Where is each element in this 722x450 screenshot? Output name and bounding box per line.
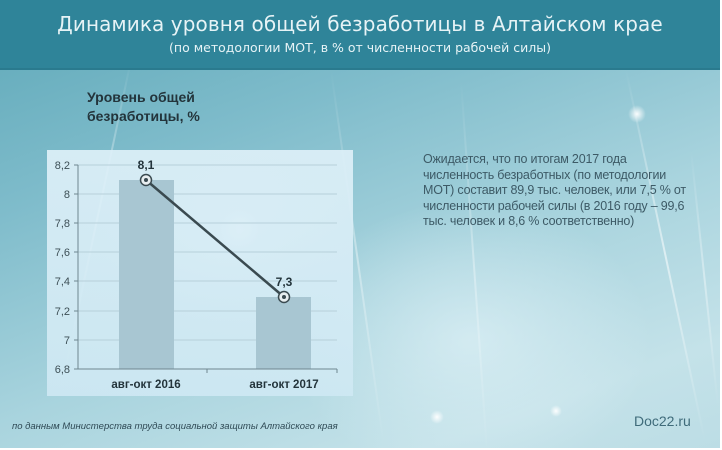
page-edge (720, 0, 722, 450)
trend-line (145, 179, 285, 298)
source-note: по данным Министерства труда социальной … (12, 421, 338, 432)
watermark: Doc22.ru (634, 413, 691, 429)
background-glow (628, 105, 646, 123)
svg-text:7,6: 7,6 (55, 247, 70, 259)
category-label-2016: авг-окт 2016 (111, 379, 180, 391)
svg-text:7: 7 (64, 335, 70, 347)
y-axis-title-line1: Уровень общей (87, 89, 195, 105)
chart-panel: 8,2 8 7,8 7,6 7,4 7,2 7 6,8 авг-окт 2016… (47, 150, 353, 396)
svg-text:7,4: 7,4 (55, 276, 70, 288)
svg-text:7,8: 7,8 (55, 218, 70, 230)
bar-2017 (256, 297, 311, 369)
background-glow (550, 405, 562, 417)
chart-subtitle: (по методологии МОТ, в % от численности … (169, 40, 551, 55)
category-label-2017: авг-окт 2017 (249, 379, 318, 391)
data-label-2016: 8,1 (138, 158, 155, 172)
svg-text:7,2: 7,2 (55, 306, 70, 318)
title-banner: Динамика уровня общей безработицы в Алта… (0, 0, 720, 70)
line-markers (139, 173, 291, 304)
svg-text:8: 8 (64, 189, 70, 201)
svg-text:8,2: 8,2 (55, 160, 70, 172)
y-axis-title: Уровень общей безработицы, % (87, 88, 200, 126)
y-axis-title-line2: безработицы, % (87, 108, 200, 124)
data-labels: 8,1 7,3 (138, 158, 293, 289)
background-streak (625, 69, 706, 442)
x-category-labels: авг-окт 2016 авг-окт 2017 (111, 379, 318, 391)
background-streak (460, 79, 489, 448)
data-label-2017: 7,3 (276, 275, 293, 289)
forecast-note: Ожидается, что по итогам 2017 года числе… (423, 152, 686, 228)
chart-svg: 8,2 8 7,8 7,6 7,4 7,2 7 6,8 авг-окт 2016… (55, 158, 338, 391)
svg-text:6,8: 6,8 (55, 364, 70, 376)
background-glow (430, 410, 444, 424)
chart-title: Динамика уровня общей безработицы в Алта… (57, 12, 663, 36)
y-tick-labels: 8,2 8 7,8 7,6 7,4 7,2 7 6,8 (55, 160, 70, 376)
bar-2016 (119, 180, 174, 369)
